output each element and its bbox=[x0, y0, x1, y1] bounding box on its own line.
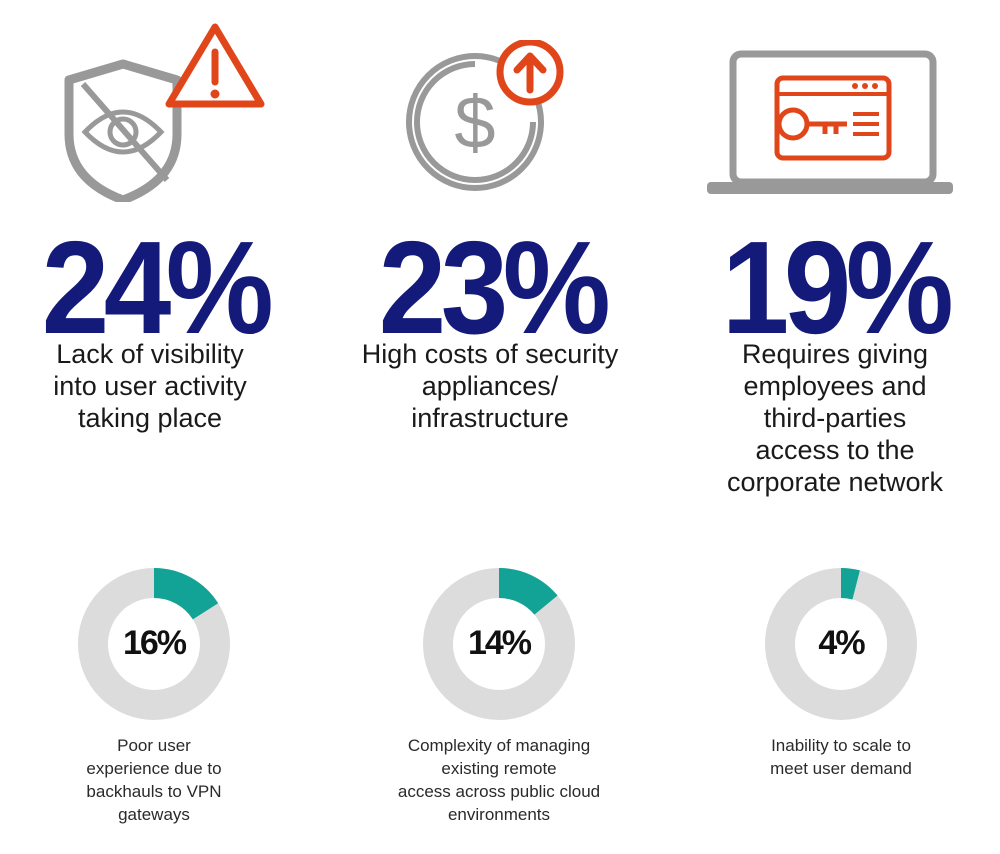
stat-value-access: 19% bbox=[721, 214, 954, 361]
dollar-coin-up-arrow-icon: $ bbox=[405, 38, 575, 200]
laptop-key-icon bbox=[705, 48, 955, 196]
stat-desc-access: Requires giving employees and third-part… bbox=[726, 339, 944, 497]
donut-label-poor-experience: 16% bbox=[122, 624, 187, 662]
donut-desc-complexity: Complexity of managing existing remote a… bbox=[397, 736, 601, 824]
shield-eye-warning-icon bbox=[55, 22, 265, 205]
svg-text:$: $ bbox=[454, 81, 495, 164]
donut-slice bbox=[498, 568, 558, 616]
donut-label-complexity: 14% bbox=[467, 624, 532, 662]
donut-label-scaling: 4% bbox=[818, 624, 865, 662]
stat-desc-visibility: Lack of visibility into user activity ta… bbox=[53, 339, 247, 433]
donut-desc-poor-experience: Poor user experience due to backhauls to… bbox=[86, 736, 222, 824]
donut-slice bbox=[840, 568, 860, 600]
donut-chart-poor-experience bbox=[78, 568, 230, 720]
donut-chart-scaling bbox=[765, 568, 917, 720]
donut-desc-scaling: Inability to scale to meet user demand bbox=[770, 736, 912, 778]
stat-value-visibility: 24% bbox=[41, 214, 274, 361]
donut-chart-complexity bbox=[423, 568, 575, 720]
stat-value-costs: 23% bbox=[378, 214, 611, 361]
stat-desc-costs: High costs of security appliances/ infra… bbox=[361, 339, 619, 433]
donut-slice bbox=[153, 568, 219, 620]
